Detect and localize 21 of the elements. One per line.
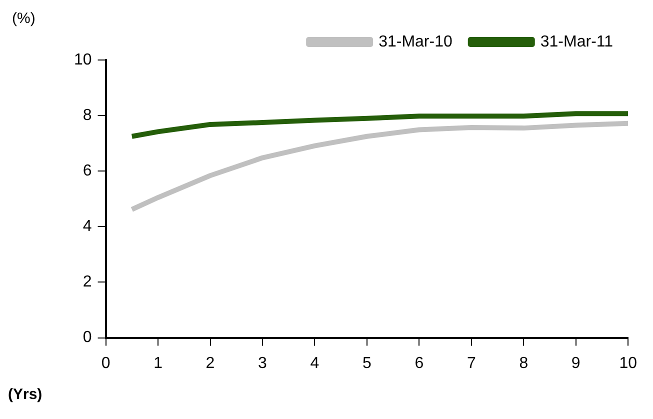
y-tick-label: 8 [82, 106, 92, 124]
y-tick-label: 6 [82, 162, 92, 180]
legend-label: 31-Mar-10 [378, 33, 452, 50]
y-tick-label: 10 [74, 51, 92, 68]
y-axis-title: (%) [12, 10, 36, 27]
x-tick-label: 8 [519, 354, 528, 372]
y-tick-label: 4 [82, 218, 92, 236]
x-tick-label: 6 [414, 354, 424, 372]
legend-label: 31-Mar-11 [540, 33, 614, 50]
x-tick-label: 7 [466, 354, 476, 372]
y-tick-label: 0 [82, 329, 92, 346]
x-tick-label: 2 [206, 354, 215, 372]
x-tick-label: 5 [362, 354, 372, 372]
y-tick-label: 2 [82, 274, 92, 291]
x-tick-label: 3 [258, 354, 268, 372]
x-tick-label: 1 [154, 354, 163, 372]
x-axis-title: (Yrs) [8, 386, 42, 403]
x-tick-label: 9 [571, 354, 580, 372]
x-tick-label: 10 [619, 354, 638, 372]
x-tick-label: 0 [101, 354, 110, 372]
x-tick-label: 4 [310, 354, 320, 372]
